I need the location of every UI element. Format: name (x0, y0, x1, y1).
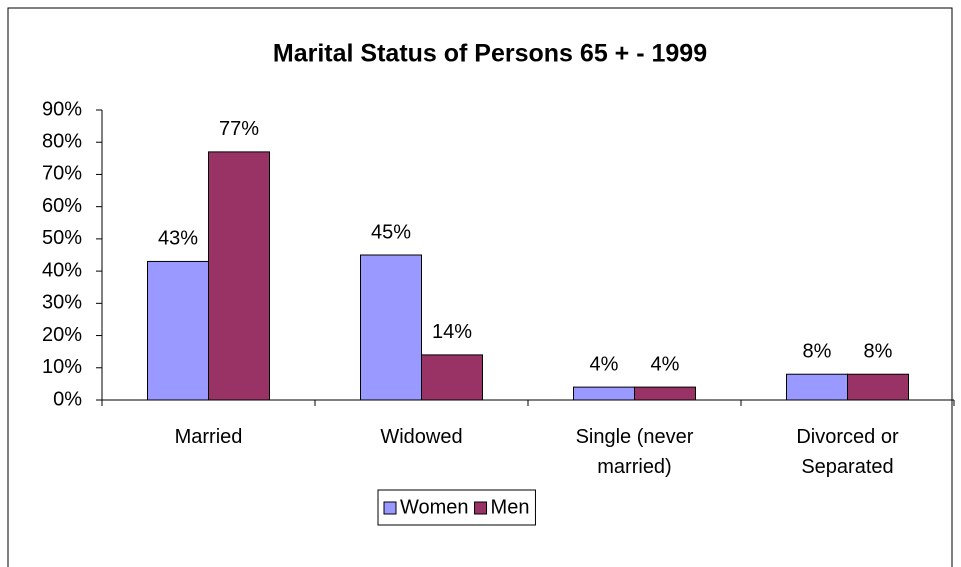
y-tick-label: 80% (42, 131, 82, 153)
data-label: 8% (864, 341, 893, 363)
x-tick-label: Married (174, 426, 243, 448)
y-tick-label: 60% (42, 195, 82, 217)
y-tick-label: 0% (53, 388, 82, 410)
data-label: 43% (158, 228, 198, 250)
y-tick-label: 30% (42, 292, 82, 314)
bar (208, 151, 270, 401)
legend-label: Women (400, 496, 469, 518)
bar (573, 386, 635, 401)
y-tick-label: 90% (42, 98, 82, 120)
legend-label: Men (491, 496, 530, 518)
x-tick-label: Divorced or Separated (796, 426, 899, 478)
legend-swatch (383, 501, 397, 515)
y-tick-label: 10% (42, 356, 82, 378)
bar (421, 354, 483, 401)
y-tick-label: 20% (42, 324, 82, 346)
x-tick-label: Single (never married) (575, 426, 694, 478)
data-label: 14% (432, 321, 472, 343)
bar (847, 373, 909, 401)
bar (786, 373, 848, 401)
data-label: 4% (590, 353, 619, 375)
data-label: 8% (803, 341, 832, 363)
y-tick-label: 50% (42, 227, 82, 249)
y-tick-label: 40% (42, 259, 82, 281)
data-label: 4% (651, 353, 680, 375)
x-tick-label: Widowed (380, 426, 463, 448)
bar (634, 386, 696, 401)
legend-box (377, 489, 536, 526)
bar (147, 260, 209, 401)
y-tick-label: 70% (42, 163, 82, 185)
legend-swatch (474, 501, 488, 515)
data-label: 77% (219, 118, 259, 140)
bar (360, 254, 422, 401)
data-label: 45% (371, 221, 411, 243)
chart-title: Marital Status of Persons 65 + - 1999 (273, 40, 707, 68)
